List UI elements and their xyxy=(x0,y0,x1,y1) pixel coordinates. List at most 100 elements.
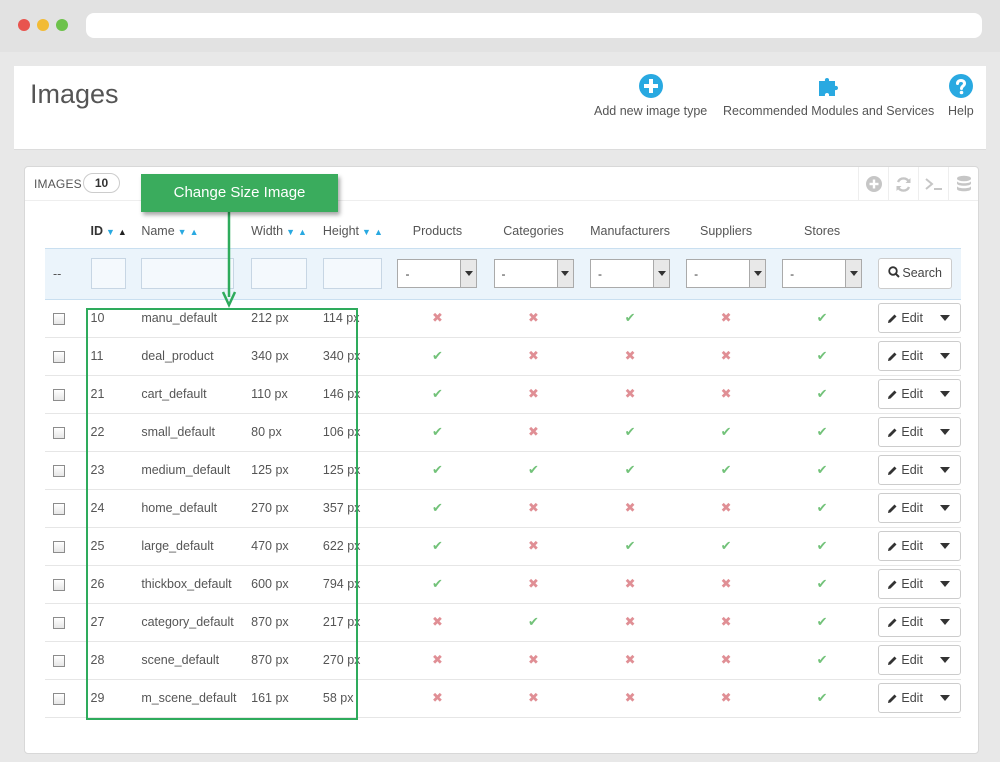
header-id[interactable]: ID ▼ ▲ xyxy=(83,214,134,248)
panel-heading: IMAGES 10 xyxy=(25,167,978,201)
caret-down-icon xyxy=(939,315,950,321)
row-checkbox[interactable] xyxy=(53,502,65,515)
row-actions-dropdown[interactable] xyxy=(930,380,960,408)
filter-id-input[interactable] xyxy=(90,258,126,289)
sort-asc-icon[interactable]: ▲ xyxy=(117,226,127,237)
select-value: - xyxy=(598,267,603,281)
row-checkbox[interactable] xyxy=(53,692,65,705)
sort-asc-icon[interactable]: ▲ xyxy=(189,226,199,237)
row-actions-dropdown[interactable] xyxy=(930,646,960,674)
window-minimize-dot[interactable] xyxy=(37,19,49,31)
sql-query-icon[interactable] xyxy=(918,167,948,201)
row-actions-dropdown[interactable] xyxy=(930,570,960,598)
edit-button[interactable]: Edit xyxy=(879,342,930,370)
row-actions-dropdown[interactable] xyxy=(930,418,960,446)
cross-icon: ✖ xyxy=(624,386,636,401)
edit-button[interactable]: Edit xyxy=(879,494,930,522)
check-icon: ✔ xyxy=(432,386,443,401)
check-icon: ✔ xyxy=(432,424,443,439)
row-actions-dropdown[interactable] xyxy=(930,456,960,484)
caret-down-icon xyxy=(939,429,950,435)
filter-products-select[interactable]: - xyxy=(397,259,478,288)
search-button[interactable]: Search xyxy=(878,258,952,289)
table-row: 26 thickbox_default 600 px 794 px ✔ ✖ ✖ ✖ ✔ Edit xyxy=(45,565,961,604)
row-name: cart_default xyxy=(133,375,244,414)
row-id: 21 xyxy=(82,375,134,414)
edit-button[interactable]: Edit xyxy=(879,532,930,560)
row-checkbox[interactable] xyxy=(53,388,65,401)
edit-button[interactable]: Edit xyxy=(879,646,930,674)
database-icon[interactable] xyxy=(948,167,978,201)
filter-stores-select[interactable]: - xyxy=(782,259,863,288)
cross-icon: ✖ xyxy=(720,652,732,667)
header-actions xyxy=(870,214,961,248)
refresh-icon[interactable] xyxy=(888,167,918,201)
edit-button[interactable]: Edit xyxy=(879,684,930,712)
check-icon: ✔ xyxy=(816,462,828,477)
window-close-dot[interactable] xyxy=(18,19,30,31)
row-name: home_default xyxy=(133,489,244,528)
row-id: 10 xyxy=(82,299,134,338)
edit-button[interactable]: Edit xyxy=(879,608,930,636)
sort-desc-icon[interactable]: ▼ xyxy=(177,226,187,237)
row-checkbox[interactable] xyxy=(53,464,65,477)
pencil-icon xyxy=(888,694,897,703)
row-id: 28 xyxy=(82,641,134,680)
edit-button[interactable]: Edit xyxy=(879,304,930,332)
cross-icon: ✖ xyxy=(528,310,539,325)
add-image-type-button[interactable]: Add new image type xyxy=(594,74,707,118)
filter-categories-select[interactable]: - xyxy=(493,259,574,288)
row-checkbox[interactable] xyxy=(53,654,65,667)
filter-manufacturers-select[interactable]: - xyxy=(590,259,671,288)
sort-asc-icon[interactable]: ▲ xyxy=(373,226,383,237)
header-products: Products xyxy=(412,223,463,238)
edit-button[interactable]: Edit xyxy=(879,456,930,484)
sort-desc-icon[interactable]: ▼ xyxy=(286,226,295,237)
filter-width-input[interactable] xyxy=(251,258,308,289)
caret-down-icon xyxy=(939,353,950,359)
edit-button-group: Edit xyxy=(878,683,961,713)
add-new-icon[interactable] xyxy=(858,167,888,201)
edit-button[interactable]: Edit xyxy=(879,418,930,446)
row-checkbox[interactable] xyxy=(53,426,65,439)
filter-height-input[interactable] xyxy=(322,258,382,289)
sort-desc-icon[interactable]: ▼ xyxy=(362,226,371,237)
row-checkbox[interactable] xyxy=(53,540,65,553)
row-name: medium_default xyxy=(133,451,244,490)
help-button[interactable]: Help xyxy=(948,74,974,118)
row-checkbox[interactable] xyxy=(53,578,65,591)
row-actions-dropdown[interactable] xyxy=(930,608,960,636)
search-button-label: Search xyxy=(902,266,942,280)
header-manufacturers: Manufacturers xyxy=(590,223,670,238)
row-checkbox[interactable] xyxy=(53,616,65,629)
cross-icon: ✖ xyxy=(720,500,732,515)
edit-button[interactable]: Edit xyxy=(879,380,930,408)
chevron-down-icon xyxy=(556,260,573,287)
row-checkbox[interactable] xyxy=(53,312,65,325)
filter-suppliers-select[interactable]: - xyxy=(686,259,767,288)
row-actions-dropdown[interactable] xyxy=(930,304,960,332)
help-circle-icon xyxy=(948,74,973,98)
header-height[interactable]: Height ▼ ▲ xyxy=(315,214,390,248)
recommended-modules-button[interactable]: Recommended Modules and Services xyxy=(723,74,934,118)
filter-name-input[interactable] xyxy=(141,258,235,289)
header-name[interactable]: Name ▼ ▲ xyxy=(133,214,243,248)
row-actions-dropdown[interactable] xyxy=(930,684,960,712)
row-actions-dropdown[interactable] xyxy=(930,532,960,560)
row-height: 270 px xyxy=(314,641,390,680)
sort-asc-icon[interactable]: ▲ xyxy=(298,226,307,237)
edit-button-label: Edit xyxy=(901,463,923,477)
header-width[interactable]: Width ▼ ▲ xyxy=(243,214,315,248)
cross-icon: ✖ xyxy=(720,348,732,363)
window-maximize-dot[interactable] xyxy=(56,19,68,31)
edit-button-group: Edit xyxy=(878,417,961,447)
sort-desc-icon[interactable]: ▼ xyxy=(106,226,115,237)
edit-button-group: Edit xyxy=(878,455,961,485)
header-checkbox xyxy=(45,214,83,248)
row-actions-dropdown[interactable] xyxy=(930,494,960,522)
row-actions-dropdown[interactable] xyxy=(930,342,960,370)
row-checkbox[interactable] xyxy=(53,350,65,363)
edit-button-group: Edit xyxy=(878,531,961,561)
edit-button[interactable]: Edit xyxy=(879,570,930,598)
address-bar[interactable] xyxy=(86,13,982,38)
